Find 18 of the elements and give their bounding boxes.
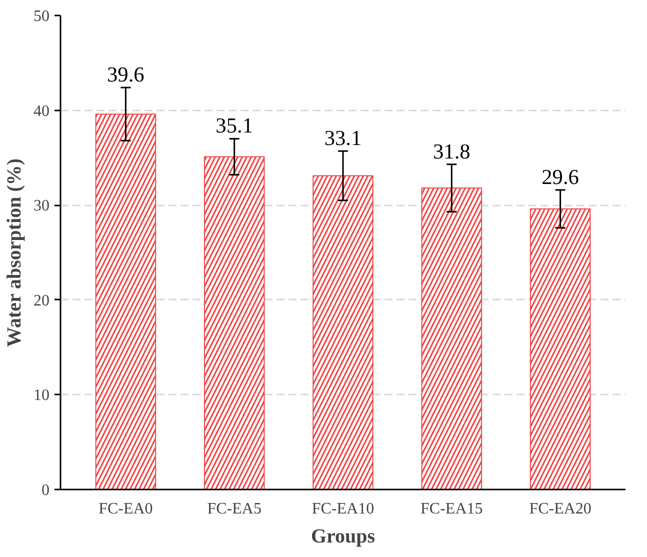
x-tick-label: FC-EA5 bbox=[207, 500, 262, 518]
x-tick-label: FC-EA10 bbox=[312, 500, 374, 518]
x-tick-label: FC-EA0 bbox=[98, 500, 153, 518]
y-tick-label: 40 bbox=[34, 102, 50, 120]
y-tick-label: 10 bbox=[34, 387, 50, 404]
data-label: 31.8 bbox=[432, 139, 470, 164]
x-tick-label: FC-EA15 bbox=[420, 500, 483, 518]
data-label: 39.6 bbox=[107, 62, 145, 87]
y-tick-label: 0 bbox=[42, 482, 50, 499]
x-axis-title: Groups bbox=[310, 526, 376, 548]
y-tick-label: 50 bbox=[34, 8, 50, 25]
y-tick-label: 20 bbox=[34, 292, 50, 310]
y-tick-label: 30 bbox=[34, 198, 50, 215]
data-label: 33.1 bbox=[324, 126, 362, 150]
y-axis-title: Water absorption (%) bbox=[4, 158, 26, 347]
data-label: 29.6 bbox=[542, 164, 580, 189]
x-tick-label: FC-EA20 bbox=[529, 500, 592, 518]
data-label: 35.1 bbox=[216, 114, 254, 138]
